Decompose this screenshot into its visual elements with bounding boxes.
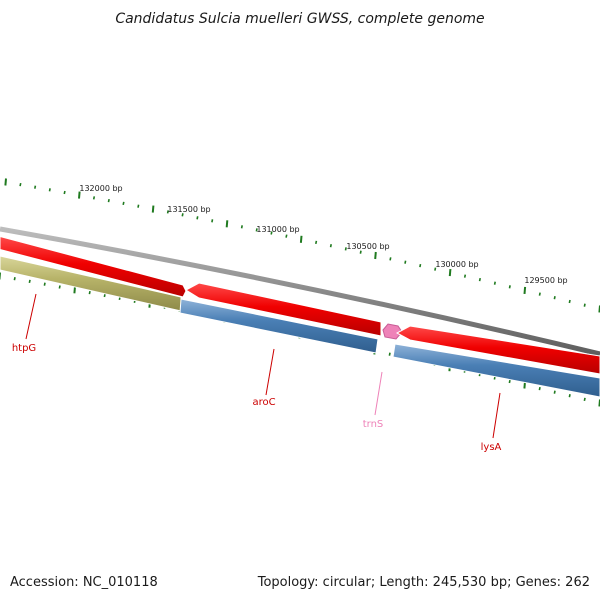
gene-label-htpG[interactable]: htpG (12, 343, 36, 354)
aroC-leader-line (265, 348, 275, 396)
outer-scale-minor-tick (270, 231, 273, 235)
outer-scale-minor-tick (63, 190, 66, 195)
genome-backbone (0, 226, 600, 357)
gene-htpG-arrow[interactable] (0, 235, 187, 298)
outer-scale-minor-tick (19, 182, 22, 187)
outer-scale-minor-tick (344, 247, 347, 251)
inner-segment-blue-1 (179, 298, 379, 354)
gene-label-trnS[interactable]: trnS (363, 419, 384, 430)
outer-scale-minor-tick (48, 188, 51, 192)
outer-scale-minor-tick (568, 299, 571, 304)
outer-scale-minor-tick (181, 213, 184, 217)
scale-label-130000: 130000 bp (435, 260, 478, 269)
gene-lysA-arrow[interactable] (395, 325, 600, 375)
scale-label-130500: 130500 bp (346, 242, 389, 251)
outer-scale-minor-tick (255, 228, 258, 232)
inner-scale-minor-tick (43, 282, 46, 286)
inner-scale-minor-tick (103, 293, 106, 298)
inner-scale-minor-tick (508, 379, 511, 384)
outer-scale-minor-tick (122, 201, 125, 206)
inner-scale-minor-tick (58, 285, 61, 289)
scale-label-131500: 131500 bp (167, 205, 210, 214)
inner-segment-blue-2 (392, 343, 600, 398)
gene-aroC-arrow[interactable] (184, 282, 382, 337)
outer-scale-minor-tick (211, 219, 214, 223)
outer-scale-minor-tick (434, 267, 437, 271)
scale-label-129500: 129500 bp (524, 276, 567, 285)
outer-scale-major-tick (523, 286, 527, 294)
gene-label-aroC[interactable]: aroC (252, 397, 275, 408)
scale-label-132000: 132000 bp (79, 184, 122, 193)
inner-scale-minor-tick (553, 390, 556, 394)
outer-scale-minor-tick (285, 234, 288, 238)
gene-label-lysA[interactable]: lysA (481, 442, 502, 453)
outer-scale-minor-tick (419, 263, 422, 268)
outer-scale-minor-tick (583, 303, 586, 307)
outer-scale-minor-tick (478, 277, 481, 282)
outer-scale-major-tick (225, 220, 229, 228)
outer-scale-minor-tick (553, 296, 556, 300)
accession-text: Accession: NC_010118 (10, 575, 158, 590)
outer-scale-minor-tick (315, 240, 318, 245)
outer-scale-minor-tick (359, 250, 362, 254)
outer-scale-minor-tick (329, 244, 332, 248)
outer-scale-minor-tick (538, 292, 541, 296)
outer-scale-major-tick (448, 269, 452, 277)
outer-scale-major-tick (4, 178, 7, 186)
outer-scale-minor-tick (137, 204, 140, 208)
trnS-leader-line (374, 371, 383, 416)
outer-scale-minor-tick (107, 198, 110, 203)
inner-scale-minor-tick (88, 290, 91, 295)
map-title: Candidatus Sulcia muelleri GWSS, complet… (115, 11, 484, 27)
outer-scale-minor-tick (92, 196, 96, 200)
inner-scale-minor-tick (538, 386, 541, 391)
outer-scale-minor-tick (240, 225, 243, 229)
outer-scale-major-tick (78, 191, 81, 199)
outer-scale-minor-tick (196, 216, 199, 220)
outer-scale-minor-tick (389, 257, 392, 261)
inner-scale-minor-tick (583, 397, 586, 402)
outer-scale-minor-tick (463, 274, 467, 278)
inner-scale-minor-tick (568, 394, 571, 398)
outer-scale-minor-tick (508, 285, 511, 289)
scale-label-131000: 131000 bp (256, 225, 299, 234)
outer-scale-major-tick (374, 251, 377, 260)
outer-scale-minor-tick (166, 210, 169, 214)
outer-scale-minor-tick (404, 260, 407, 264)
outer-scale-major-tick (151, 205, 155, 213)
htpG-leader-line (25, 293, 37, 340)
outer-scale-major-tick (299, 235, 303, 243)
outer-scale-minor-tick (493, 281, 496, 285)
inner-scale-minor-tick (28, 279, 31, 284)
inner-scale-minor-tick (13, 277, 16, 281)
inner-scale-ticks (0, 272, 600, 407)
outer-scale-minor-tick (34, 185, 37, 189)
inner-scale-minor-tick (388, 352, 391, 356)
lysA-leader-line (492, 392, 501, 439)
genome-summary-text: Topology: circular; Length: 245,530 bp; … (257, 575, 590, 590)
